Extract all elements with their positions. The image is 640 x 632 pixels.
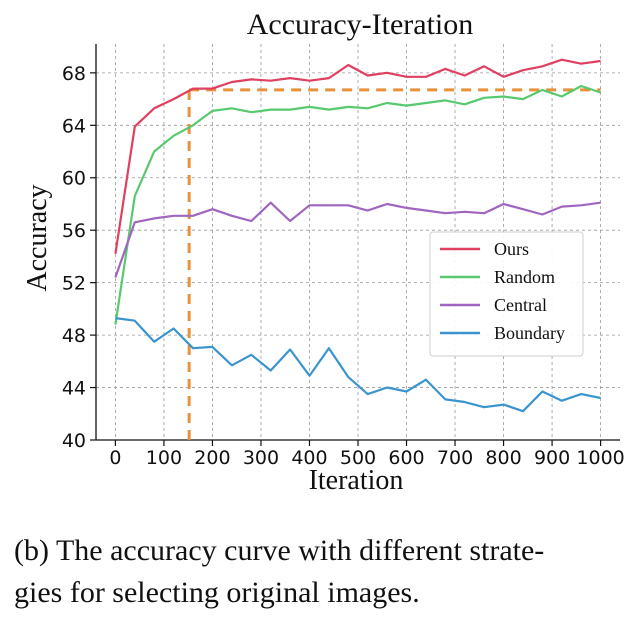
x-tick-label: 400 <box>291 447 327 469</box>
y-tick-label: 44 <box>62 378 86 400</box>
x-tick-label: 100 <box>146 447 182 469</box>
legend-label-boundary: Boundary <box>494 323 565 343</box>
legend: Ours Random Central Boundary <box>429 231 584 357</box>
legend-label-ours: Ours <box>494 239 529 259</box>
x-tick-label: 700 <box>437 447 473 469</box>
y-tick-label: 48 <box>62 325 86 347</box>
legend-label-random: Random <box>494 267 555 287</box>
series-line-random <box>114 84 601 325</box>
y-tick-label: 60 <box>62 168 86 190</box>
axes <box>90 44 620 446</box>
series-line-ours <box>114 58 601 254</box>
x-tick-label: 200 <box>194 447 230 469</box>
y-tick-label: 68 <box>62 63 86 85</box>
series-line-boundary <box>115 317 601 413</box>
x-axis-label: Iteration <box>309 465 404 496</box>
chart-title: Accuracy-Iteration <box>247 8 474 41</box>
x-tick-label: 500 <box>340 447 376 469</box>
y-tick-label: 64 <box>62 115 86 137</box>
series-lines <box>114 58 601 413</box>
x-tick-label: 800 <box>485 447 521 469</box>
x-tick-label: 300 <box>243 447 279 469</box>
x-tick-label: 0 <box>109 447 121 469</box>
y-tick-label: 52 <box>62 273 86 295</box>
y-tick-label: 40 <box>62 430 86 452</box>
x-tick-labels: 0 100 200 300 400 500 600 700 800 900 1000 <box>109 447 624 469</box>
x-tick-label: 600 <box>388 447 424 469</box>
series-line-central <box>114 201 601 278</box>
y-tick-label: 56 <box>62 220 86 242</box>
figure-caption: (b) The accuracy curve with different st… <box>14 534 545 609</box>
accuracy-chart: 0 100 200 300 400 500 600 700 800 900 1000 40 44 48 5… <box>22 8 625 496</box>
legend-box <box>429 231 584 357</box>
y-tick-labels: 40 44 48 52 56 60 64 68 <box>62 63 86 452</box>
legend-label-central: Central <box>494 295 547 315</box>
reference-lines <box>187 88 601 440</box>
x-tick-label: 900 <box>534 447 570 469</box>
y-axis-label: Accuracy <box>22 184 53 291</box>
x-tick-label: 1000 <box>576 447 624 469</box>
